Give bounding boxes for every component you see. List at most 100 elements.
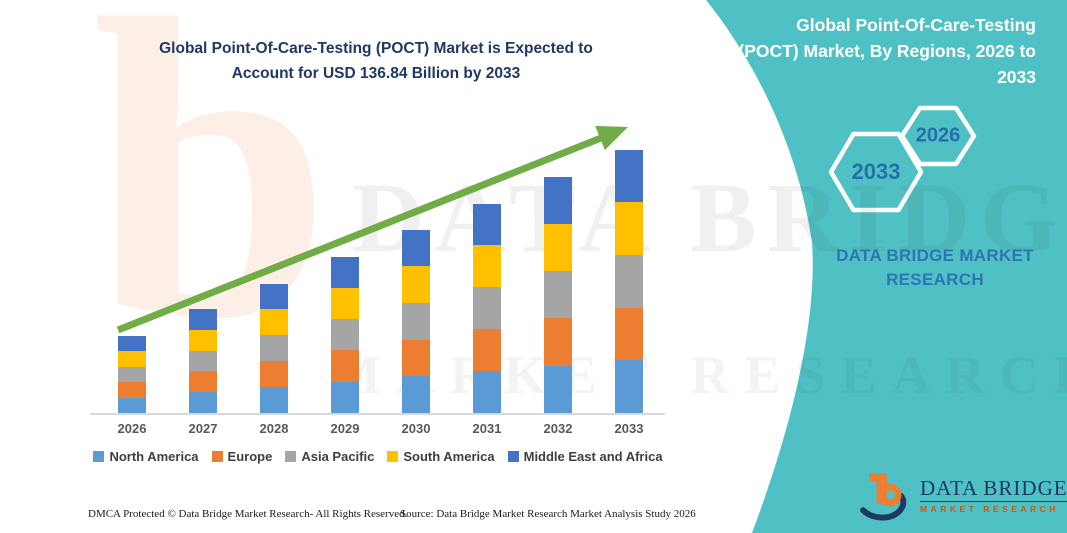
stacked-bar-2028 — [260, 283, 288, 413]
bar-segment-north-america — [189, 392, 217, 413]
chart-title: Global Point-Of-Care-Testing (POCT) Mark… — [90, 36, 662, 86]
bar-segment-south-america — [544, 223, 572, 272]
bar-segment-europe — [118, 382, 146, 398]
legend-item-asia-pacific: Asia Pacific — [285, 449, 374, 464]
stacked-bar-2031 — [473, 203, 501, 413]
legend-item-middle-east-and-africa: Middle East and Africa — [507, 449, 663, 464]
legend-label: Middle East and Africa — [523, 449, 663, 464]
bar-segment-europe — [402, 339, 430, 377]
stacked-bar-2033 — [615, 149, 643, 413]
bar-segment-asia-pacific — [402, 302, 430, 340]
logo-b-bowl — [878, 483, 902, 507]
logo-swoosh — [860, 492, 907, 521]
panel-title-line2: (POCT) Market, By Regions, 2026 to — [738, 41, 1036, 61]
bar-segment-europe — [473, 329, 501, 372]
x-axis-label-2031: 2031 — [472, 421, 502, 436]
bar-segment-north-america — [473, 371, 501, 413]
x-axis-label-2029: 2029 — [330, 421, 360, 436]
bar-segment-middle-east-and-africa — [331, 256, 359, 288]
bar-segment-middle-east-and-africa — [615, 149, 643, 203]
bar-segment-middle-east-and-africa — [189, 309, 217, 330]
source-note: Source: Data Bridge Market Research Mark… — [400, 508, 696, 520]
bar-segment-middle-east-and-africa — [118, 336, 146, 352]
x-axis-label-2027: 2027 — [188, 421, 218, 436]
legend-swatch-icon — [93, 451, 105, 462]
legend-swatch-icon — [285, 451, 297, 462]
x-axis-label-2028: 2028 — [259, 421, 289, 436]
bar-segment-asia-pacific — [544, 271, 572, 319]
logo-name: DATA BRIDGE — [920, 475, 1067, 500]
bar-segment-europe — [331, 350, 359, 382]
bar-segment-europe — [615, 307, 643, 361]
legend-swatch-icon — [507, 451, 519, 462]
panel-title-line3: 2033 — [997, 67, 1036, 87]
legend-item-south-america: South America — [387, 449, 495, 464]
logo-text-block: DATA BRIDGE MARKET RESEARCH — [920, 477, 1067, 514]
bar-segment-north-america — [544, 365, 572, 413]
bar-segment-south-america — [402, 266, 430, 303]
x-axis-label-2030: 2030 — [401, 421, 431, 436]
stacked-bar-2030 — [402, 229, 430, 413]
bar-segment-middle-east-and-africa — [402, 229, 430, 267]
bar-segment-north-america — [402, 376, 430, 413]
bar-segment-south-america — [615, 202, 643, 255]
bar-segment-north-america — [331, 381, 359, 413]
logo-tagline: MARKET RESEARCH — [920, 503, 1059, 514]
bar-segment-south-america — [118, 351, 146, 367]
legend-label: Asia Pacific — [301, 449, 375, 464]
bar-segment-europe — [544, 318, 572, 366]
logo-divider — [920, 500, 1067, 502]
company-name-line2: RESEARCH — [886, 270, 984, 289]
bar-segment-middle-east-and-africa — [473, 203, 501, 246]
bar-segment-asia-pacific — [331, 319, 359, 351]
company-name-text: DATA BRIDGE MARKET RESEARCH — [820, 244, 1050, 292]
data-bridge-logo: DATA BRIDGE MARKET RESEARCH — [858, 466, 1067, 524]
panel-title: Global Point-Of-Care-Testing (POCT) Mark… — [726, 12, 1036, 90]
legend-label: Europe — [227, 449, 273, 464]
bar-segment-asia-pacific — [615, 254, 643, 308]
chart-title-line1: Global Point-Of-Care-Testing (POCT) Mark… — [159, 40, 593, 57]
bar-segment-north-america — [615, 360, 643, 413]
bar-segment-south-america — [260, 309, 288, 336]
bar-segment-south-america — [331, 287, 359, 320]
bar-segment-europe — [260, 361, 288, 388]
bar-segment-middle-east-and-africa — [260, 283, 288, 310]
legend-label: South America — [403, 449, 495, 464]
legend-label: North America — [109, 449, 199, 464]
x-axis-label-2033: 2033 — [614, 421, 644, 436]
bar-segment-middle-east-and-africa — [544, 176, 572, 224]
hexagon-2033 — [828, 131, 924, 213]
bar-segment-asia-pacific — [189, 350, 217, 372]
legend-item-north-america: North America — [93, 449, 199, 464]
stacked-bar-2026 — [118, 336, 146, 413]
x-axis-label-2026: 2026 — [117, 421, 147, 436]
bar-segment-north-america — [118, 397, 146, 413]
legend-item-europe: Europe — [211, 449, 273, 464]
company-name-line1: DATA BRIDGE MARKET — [836, 246, 1034, 265]
legend-swatch-icon — [387, 451, 399, 462]
panel-title-line1: Global Point-Of-Care-Testing — [796, 15, 1036, 35]
x-axis-line — [90, 413, 665, 415]
chart-legend: North America Europe Asia Pacific South Ame… — [88, 449, 668, 464]
chart-title-line2: Account for USD 136.84 Billion by 2033 — [231, 65, 521, 82]
bar-segment-south-america — [473, 245, 501, 288]
hexagon-2033-label: 2033 — [851, 159, 901, 184]
x-axis-label-2032: 2032 — [543, 421, 573, 436]
dmca-notice: DMCA Protected © Data Bridge Market Rese… — [88, 508, 408, 520]
bar-segment-asia-pacific — [260, 335, 288, 362]
data-bridge-logo-icon — [860, 473, 907, 521]
bar-segment-south-america — [189, 329, 217, 351]
stacked-bar-2029 — [331, 256, 359, 413]
bar-segment-asia-pacific — [118, 366, 146, 383]
legend-swatch-icon — [211, 451, 223, 462]
bar-segment-asia-pacific — [473, 287, 501, 330]
hexagon-2026-label: 2026 — [915, 124, 961, 147]
bar-segment-north-america — [260, 387, 288, 413]
stacked-bar-2027 — [189, 309, 217, 413]
hexagon-2026 — [899, 105, 977, 167]
teal-panel-shape — [706, 0, 1067, 533]
bar-segment-europe — [189, 371, 217, 393]
stacked-bar-2032 — [544, 176, 572, 413]
